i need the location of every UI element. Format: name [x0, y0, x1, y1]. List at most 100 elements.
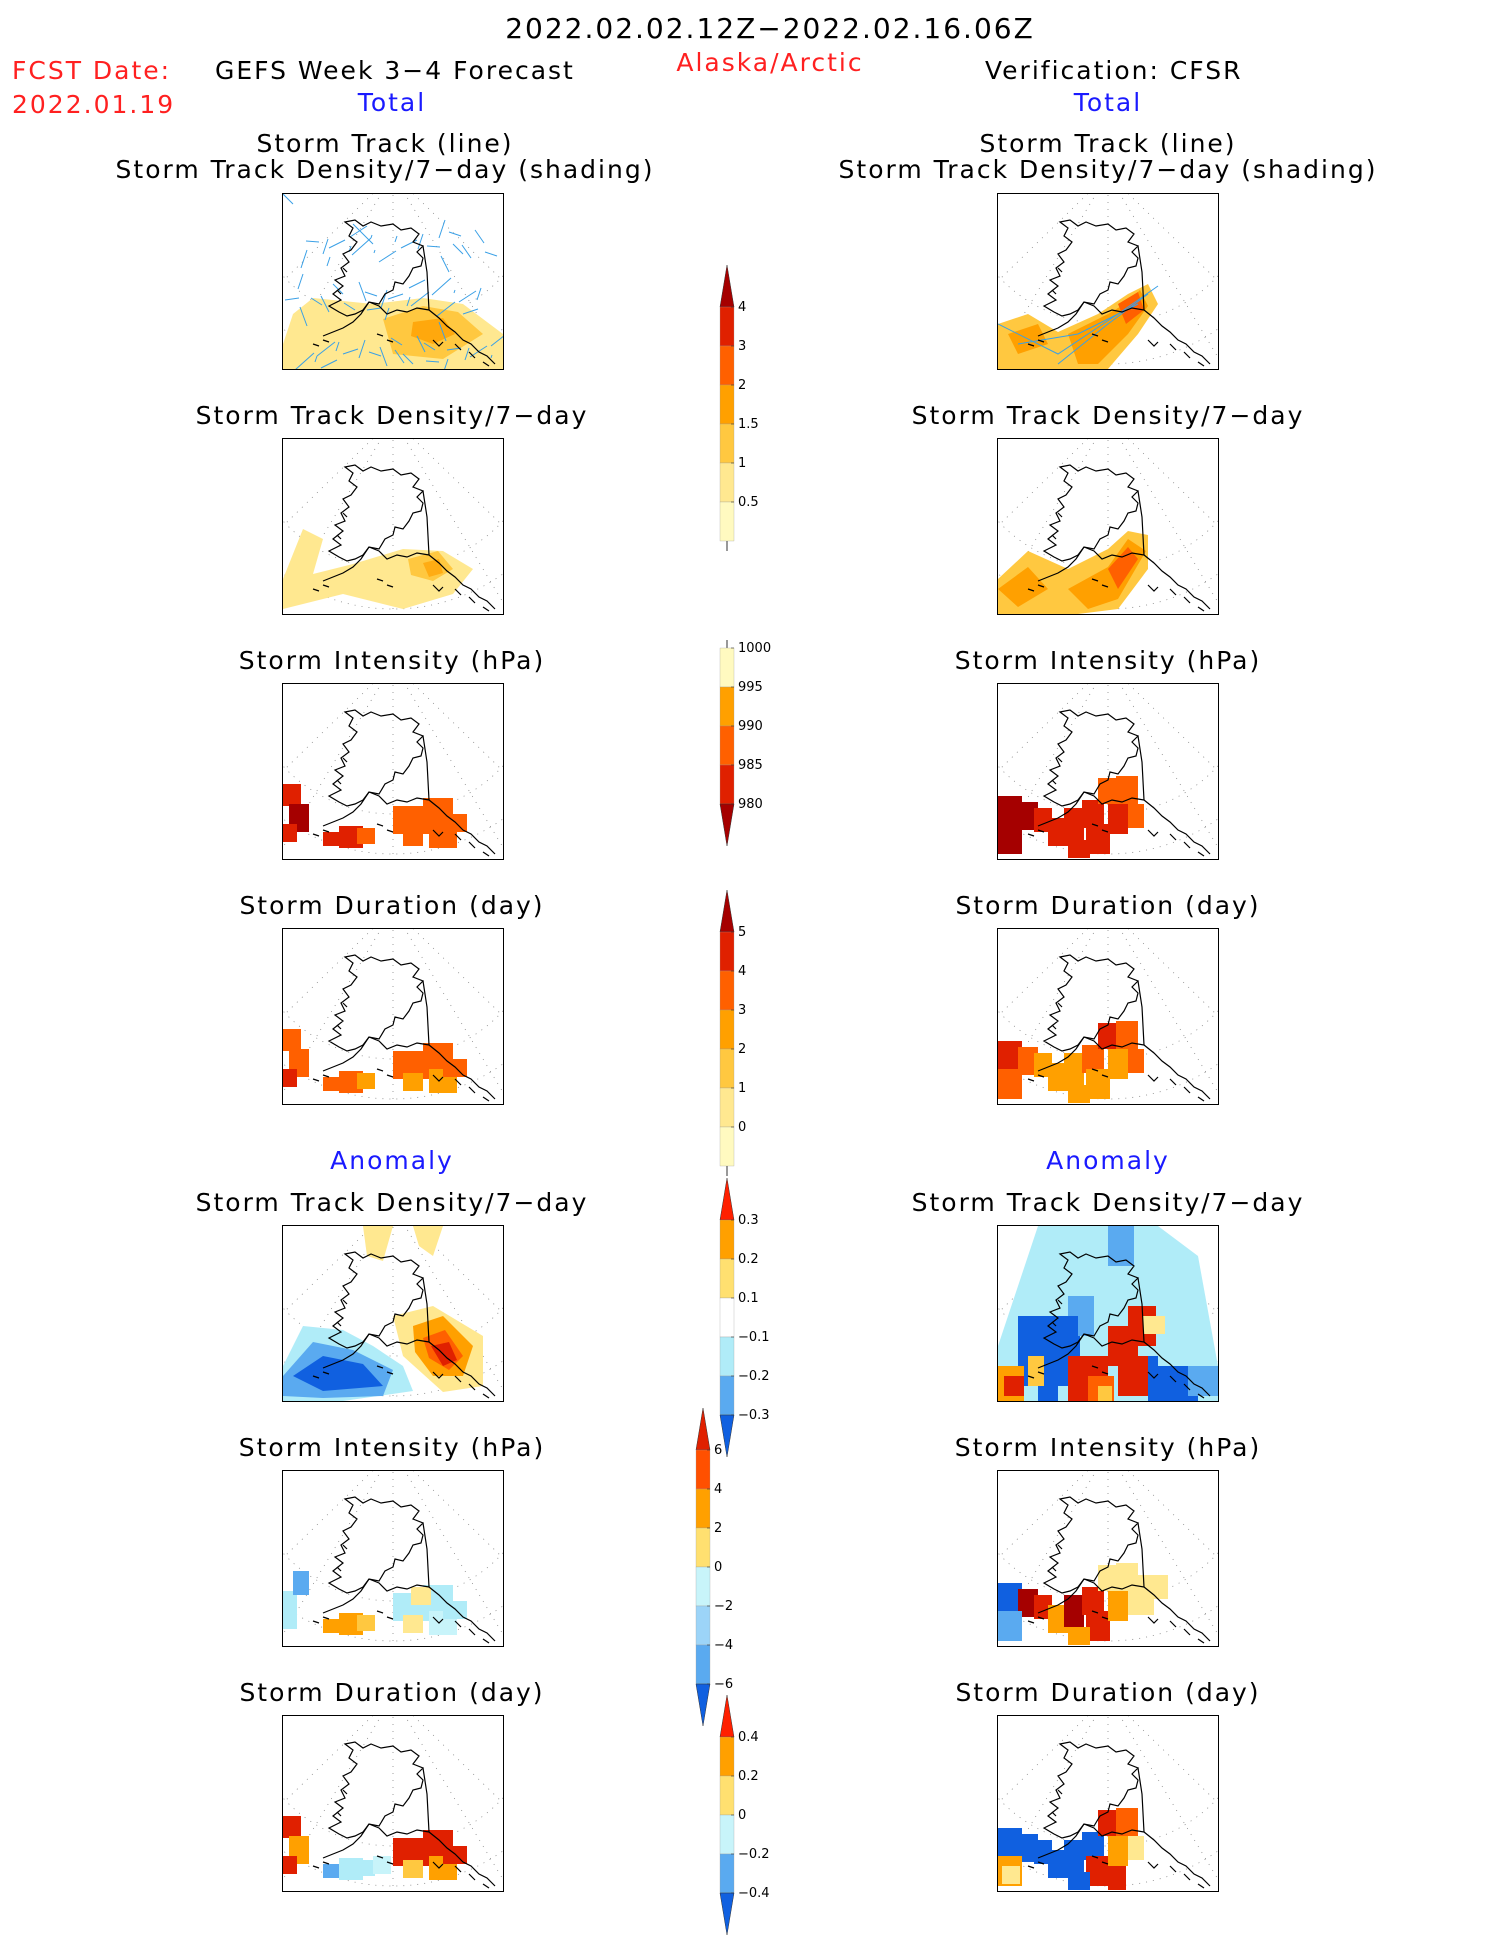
shaded-cell [443, 814, 467, 832]
map-fcst-intensity [282, 683, 504, 860]
coastline [1027, 1741, 1211, 1889]
colorbar-tick-label: 980 [738, 797, 763, 812]
shaded-cell [283, 1816, 301, 1838]
fcst-date-label: FCST Date: [12, 56, 172, 85]
colorbar-tick-label: −0.1 [738, 1330, 770, 1345]
shaded-cell [1108, 1866, 1126, 1890]
colorbar-tick-label: 0.3 [738, 1213, 759, 1228]
panel-title: Storm Intensity (hPa) [954, 1433, 1262, 1462]
coastline [312, 1496, 496, 1644]
colorbar-arrow-top [719, 264, 735, 308]
colorbar-tick-label: 1 [738, 1081, 746, 1096]
shaded-cell [1018, 1589, 1038, 1617]
shaded-cell [1068, 1627, 1090, 1645]
colorbar-arrow-bottom [695, 1683, 711, 1727]
map-verif-density [997, 438, 1219, 615]
shaded-cell [1068, 840, 1090, 858]
colorbar-segment [695, 1449, 711, 1490]
coastline [312, 219, 496, 367]
colorbar-tick-label: 995 [738, 680, 763, 695]
colorbar-tick-label: 6 [714, 1443, 722, 1458]
shaded-cell [998, 1069, 1022, 1099]
shaded-cell [293, 1571, 309, 1595]
colorbar-segment [719, 1336, 735, 1377]
panel-title: Storm Track Density/7−day [195, 401, 589, 430]
section-anomaly-left: Anomaly [330, 1146, 454, 1175]
colorbar-segment [719, 501, 735, 542]
coastline [1027, 1251, 1211, 1399]
map-verif-intensity-anomaly [997, 1470, 1219, 1647]
colorbar-tick-label: 4 [714, 1482, 722, 1497]
map-fcst-density [282, 438, 504, 615]
shaded-cell [1002, 1866, 1020, 1884]
colorbar-segment [719, 384, 735, 425]
colorbar-tick-label: 0.5 [738, 495, 759, 510]
shaded-cell [1064, 1053, 1084, 1085]
shaded-cell [373, 1856, 391, 1874]
coastline [312, 954, 496, 1102]
colorbar-segment [695, 1566, 711, 1607]
coastline [312, 464, 496, 612]
colorbar-segment [719, 1219, 735, 1260]
shaded-cell [1098, 1810, 1120, 1836]
colorbar-segment [719, 1048, 735, 1089]
colorbar-segment [719, 1814, 735, 1855]
shaded-cell [1098, 778, 1120, 804]
colorbar-tick-label: 0 [714, 1560, 722, 1575]
shaded-cell [1143, 1316, 1165, 1334]
colorbar-tick-label: 1000 [738, 641, 771, 656]
colorbar-tick-label: 2 [714, 1521, 722, 1536]
panel-title: Storm Track Density/7−day [911, 1188, 1305, 1217]
colorbar-segment [695, 1605, 711, 1646]
colorbar-segment [719, 931, 735, 972]
shaded-cell [1098, 1023, 1120, 1049]
colorbar-tick-label: 1 [738, 456, 746, 471]
panel-title: Storm Track (line) [256, 129, 514, 158]
shaded-cell [283, 1611, 297, 1629]
shaded-cell [1188, 1366, 1218, 1396]
shaded-cell [283, 1591, 297, 1613]
shaded-cell [357, 828, 375, 844]
map-verif-intensity [997, 683, 1219, 860]
shaded-cell [283, 1069, 297, 1087]
coastline [312, 1741, 496, 1889]
colorbar-tick-label: −2 [714, 1599, 733, 1614]
shaded-cell [443, 1846, 467, 1864]
shaded-cell [1068, 1872, 1090, 1890]
colorbar-segment [695, 1527, 711, 1568]
shaded-cell [1064, 808, 1084, 840]
forecast-period: 2022.02.02.12Z−2022.02.16.06Z [505, 12, 1035, 45]
colorbar-segment [719, 725, 735, 766]
shaded-cell [1108, 1226, 1134, 1266]
shaded-cell [1108, 1049, 1128, 1079]
colorbar-duration-anomaly: 0.4 0.2 0 −0.2 −0.4 [719, 1694, 790, 1939]
colorbar-segment [719, 1736, 735, 1777]
colorbar-tick-label: −0.4 [738, 1886, 770, 1901]
map-verif-duration [997, 928, 1219, 1105]
colorbar-segment [719, 1126, 735, 1167]
map-fcst-duration-anomaly [282, 1715, 504, 1892]
colorbar-arrow-top [719, 889, 735, 933]
coastline [312, 1251, 496, 1399]
colorbar-tick-label: 0 [738, 1120, 746, 1135]
shaded-cell [283, 784, 301, 806]
map-fcst-density-anomaly [282, 1225, 504, 1402]
shaded-cell [1098, 1565, 1120, 1591]
colorbar-segment [695, 1488, 711, 1529]
panel-title: Storm Intensity (hPa) [238, 646, 546, 675]
shaded-cell [1098, 1386, 1112, 1401]
colorbar-tick-label: 2 [738, 1042, 746, 1057]
shaded-cell [1018, 1834, 1038, 1862]
shaded-region [293, 1356, 383, 1391]
panel-title: Storm Duration (day) [239, 891, 545, 920]
colorbar-segment [695, 1644, 711, 1685]
panel-title: Storm Track Density/7−day (shading) [115, 155, 655, 184]
coastline [1027, 219, 1211, 367]
colorbar-segment [719, 686, 735, 727]
shaded-cell [403, 1615, 423, 1633]
shaded-cell [1128, 1049, 1144, 1073]
colorbar-tick-label: 0.1 [738, 1291, 759, 1306]
shaded-cell [1082, 800, 1104, 828]
colorbar-segment [719, 1775, 735, 1816]
shaded-cell [1108, 804, 1128, 834]
